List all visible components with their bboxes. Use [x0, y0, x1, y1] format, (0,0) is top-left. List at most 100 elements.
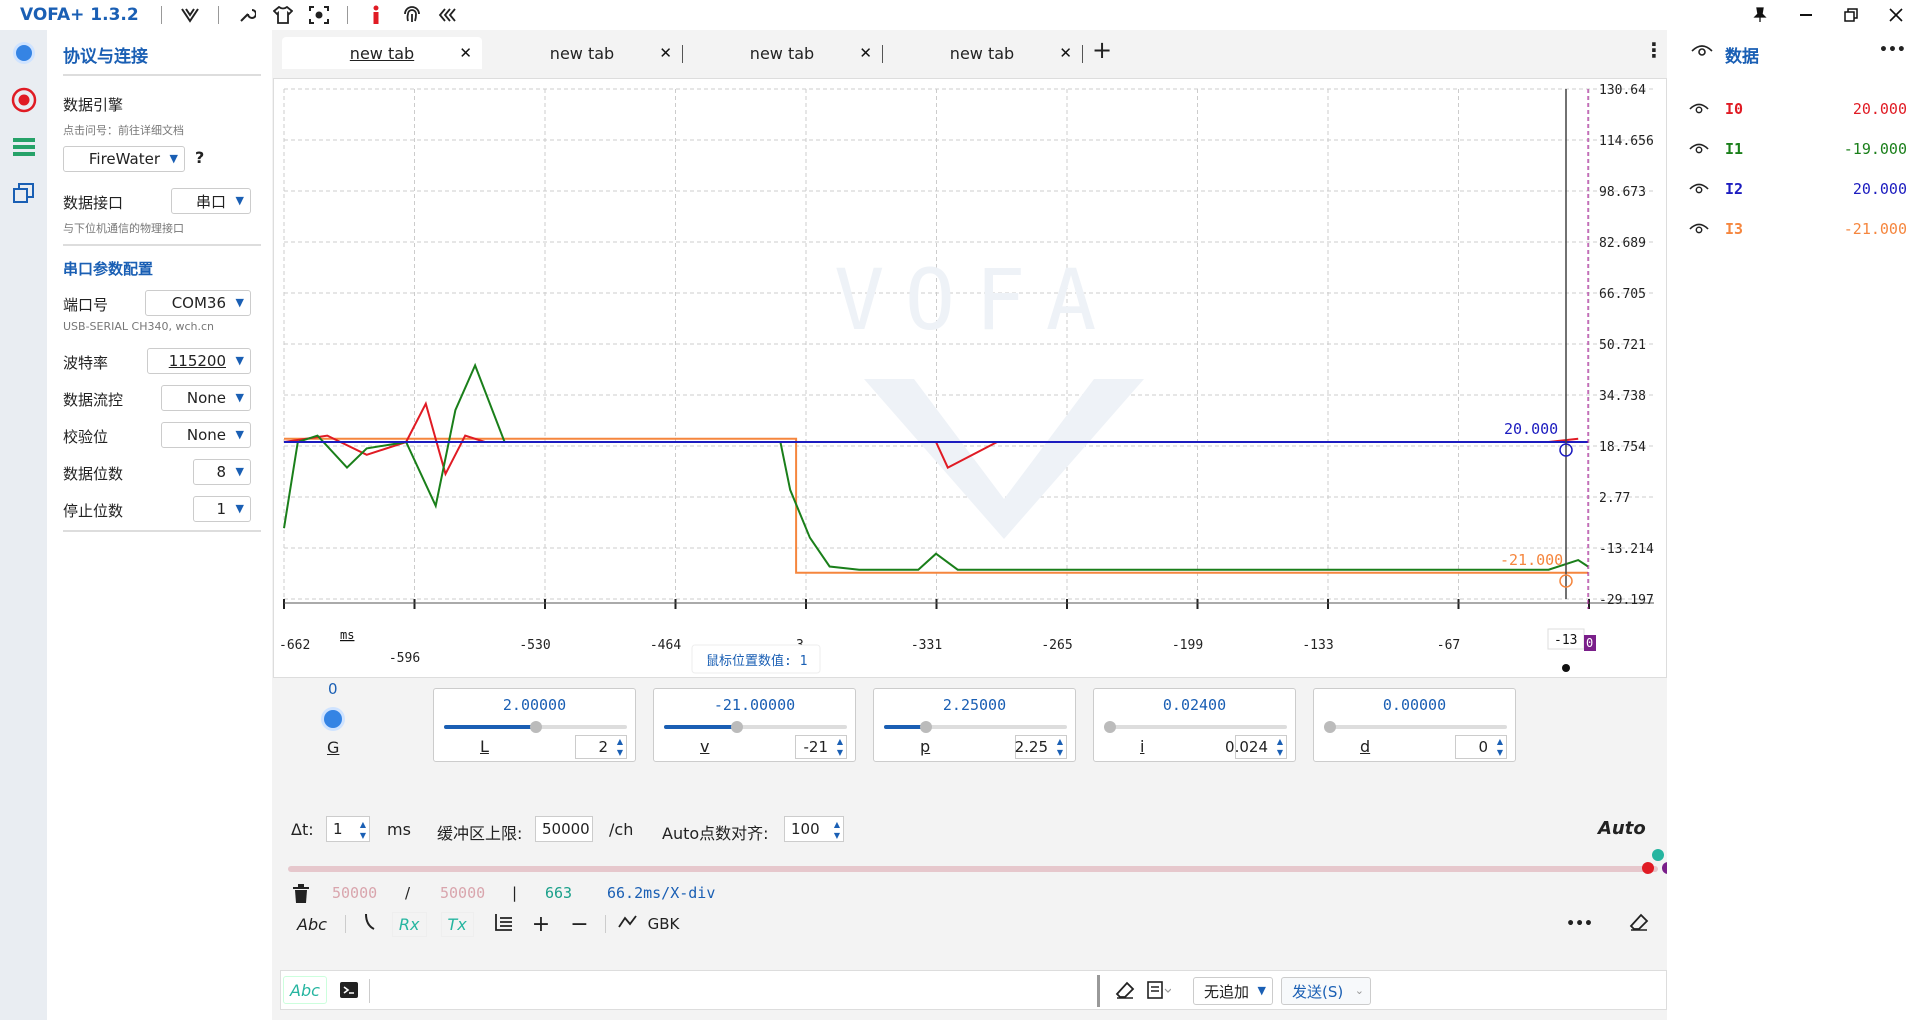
dt-label: Δt: — [291, 820, 314, 839]
help-button[interactable]: ? — [195, 148, 205, 167]
eraser-icon[interactable] — [1629, 913, 1649, 935]
data-row-i2[interactable]: I2 20.000 — [1689, 180, 1907, 204]
trash-icon[interactable] — [292, 884, 310, 908]
baud-select[interactable]: 115200 ▼ — [147, 348, 251, 374]
close-icon[interactable]: ✕ — [859, 44, 872, 62]
restore-button[interactable] — [1829, 0, 1873, 30]
slider-knob[interactable] — [1104, 721, 1116, 733]
stopbits-select[interactable]: 1 ▼ — [193, 496, 251, 522]
param-slider[interactable] — [1324, 721, 1507, 733]
param-input[interactable]: 2 ▲ ▼ — [575, 735, 627, 759]
line-format-icon[interactable] — [494, 913, 514, 935]
spin-arrows-icon[interactable]: ▲ ▼ — [616, 737, 623, 757]
y-tick-label: -29.197 — [1599, 593, 1654, 608]
history-icon[interactable] — [1147, 981, 1172, 1003]
cursor-point-i2 — [1559, 443, 1573, 457]
slider-knob[interactable] — [731, 721, 744, 733]
port-select[interactable]: COM36 ▼ — [145, 290, 251, 316]
tooltip-text: 鼠标位置数值: 1 — [706, 653, 807, 669]
tab-2[interactable]: new tab ✕ — [482, 37, 682, 69]
databits-select[interactable]: 8 ▼ — [193, 459, 251, 485]
tx-button[interactable]: Tx — [440, 911, 474, 937]
waveform-chart[interactable]: VOFA 130.64 114.656 98.673 82.689 66.705 50.7… — [273, 78, 1667, 678]
connection-status-icon[interactable] — [11, 40, 37, 66]
slider-knob[interactable] — [920, 721, 933, 733]
spin-arrows-icon[interactable]: ▲ ▼ — [836, 737, 843, 757]
slider-knob[interactable] — [529, 721, 542, 733]
eye-icon[interactable] — [1689, 222, 1709, 240]
tabs-more-button[interactable]: ⋮ — [1644, 38, 1664, 62]
eraser-icon[interactable] — [1115, 981, 1135, 1003]
hook-icon[interactable] — [364, 913, 376, 935]
list-icon[interactable] — [11, 134, 37, 160]
limit-input[interactable]: 50000 — [535, 816, 593, 842]
close-icon[interactable]: ✕ — [659, 44, 672, 62]
more-button[interactable]: ••• — [1566, 916, 1593, 932]
chart-svg[interactable]: VOFA 130.64 114.656 98.673 82.689 66.705 50.7… — [274, 79, 1666, 677]
param-input[interactable]: 2.25 ▲ ▼ — [1015, 735, 1067, 759]
vofa-logo-icon[interactable] — [179, 4, 201, 26]
shirt-icon[interactable] — [272, 4, 294, 26]
auto-mode-button[interactable]: Auto — [1598, 818, 1646, 839]
engine-select[interactable]: FireWater ▼ — [63, 146, 185, 172]
collapse-left-icon[interactable] — [437, 4, 459, 26]
slider-knob[interactable] — [1324, 721, 1336, 733]
spin-arrows-icon[interactable]: ▲ ▼ — [1276, 737, 1283, 757]
minimize-button[interactable] — [1784, 0, 1828, 30]
pin-icon[interactable] — [1738, 0, 1782, 30]
bar-sep: | — [512, 884, 518, 902]
chevron-down-icon: ▼ — [1257, 984, 1266, 997]
param-input[interactable]: -21 ▲ ▼ — [795, 735, 847, 759]
range-slider-track[interactable] — [288, 866, 1658, 872]
param-slider[interactable] — [664, 721, 847, 733]
param-input[interactable]: 0 ▲ ▼ — [1455, 735, 1507, 759]
resize-handle[interactable] — [1097, 975, 1100, 1007]
data-row-i1[interactable]: I1 -19.000 — [1689, 140, 1907, 164]
zoom-out-icon[interactable]: − — [570, 911, 589, 937]
windows-icon[interactable] — [11, 180, 37, 206]
rx-button[interactable]: Rx — [391, 911, 427, 937]
spin-arrows-icon[interactable]: ▲ ▼ — [359, 820, 366, 840]
fingerprint-icon[interactable] — [401, 4, 423, 26]
eye-icon[interactable] — [1691, 44, 1713, 62]
spin-arrows-icon[interactable]: ▲ ▼ — [1056, 737, 1063, 757]
send-format-icon[interactable] — [339, 981, 359, 1003]
spin-arrows-icon[interactable]: ▲ ▼ — [1496, 737, 1503, 757]
data-row-i0[interactable]: I0 20.000 — [1689, 100, 1907, 124]
eye-icon[interactable] — [1689, 142, 1709, 160]
param-slider[interactable] — [1104, 721, 1287, 733]
encoding-label[interactable]: GBK — [647, 915, 680, 933]
encoding-icon[interactable] — [617, 914, 638, 934]
cursor-handle[interactable] — [1562, 664, 1570, 672]
capture-icon[interactable] — [308, 4, 330, 26]
interface-select[interactable]: 串口 ▼ — [171, 188, 251, 214]
add-tab-button[interactable]: + — [1092, 36, 1113, 64]
close-icon[interactable]: ✕ — [1059, 44, 1072, 62]
data-row-i3[interactable]: I3 -21.000 — [1689, 220, 1907, 244]
auto-align-input[interactable]: 100 ▲ ▼ — [784, 816, 844, 842]
parity-select[interactable]: None ▼ — [161, 422, 251, 448]
record-icon[interactable] — [11, 87, 37, 113]
flow-select[interactable]: None ▼ — [161, 385, 251, 411]
tab-3[interactable]: new tab ✕ — [682, 37, 882, 69]
abc-button[interactable]: Abc — [297, 914, 327, 934]
eye-icon[interactable] — [1689, 182, 1709, 200]
tab-4[interactable]: new tab ✕ — [882, 37, 1082, 69]
tab-1[interactable]: new tab ✕ — [282, 37, 482, 69]
eye-icon[interactable] — [1689, 102, 1709, 120]
send-abc-button[interactable]: Abc — [283, 976, 327, 1004]
zoom-in-icon[interactable]: + — [531, 911, 551, 937]
close-icon[interactable]: ✕ — [459, 44, 472, 62]
send-button[interactable]: 发送(S) ⌄ — [1281, 977, 1371, 1005]
close-button[interactable] — [1874, 0, 1918, 30]
wrench-icon[interactable] — [236, 4, 258, 26]
append-mode-select[interactable]: 无追加 ▼ — [1193, 977, 1273, 1005]
dt-input[interactable]: 1 ▲ ▼ — [326, 816, 370, 842]
param-slider[interactable] — [444, 721, 627, 733]
info-icon[interactable] — [365, 4, 387, 26]
spin-arrows-icon[interactable]: ▲ ▼ — [833, 820, 840, 840]
param-slider[interactable] — [884, 721, 1067, 733]
param-input[interactable]: 0.024 ▲ ▼ — [1225, 735, 1287, 759]
g-button[interactable] — [320, 706, 346, 736]
data-panel-more-button[interactable]: ••• — [1879, 42, 1906, 58]
